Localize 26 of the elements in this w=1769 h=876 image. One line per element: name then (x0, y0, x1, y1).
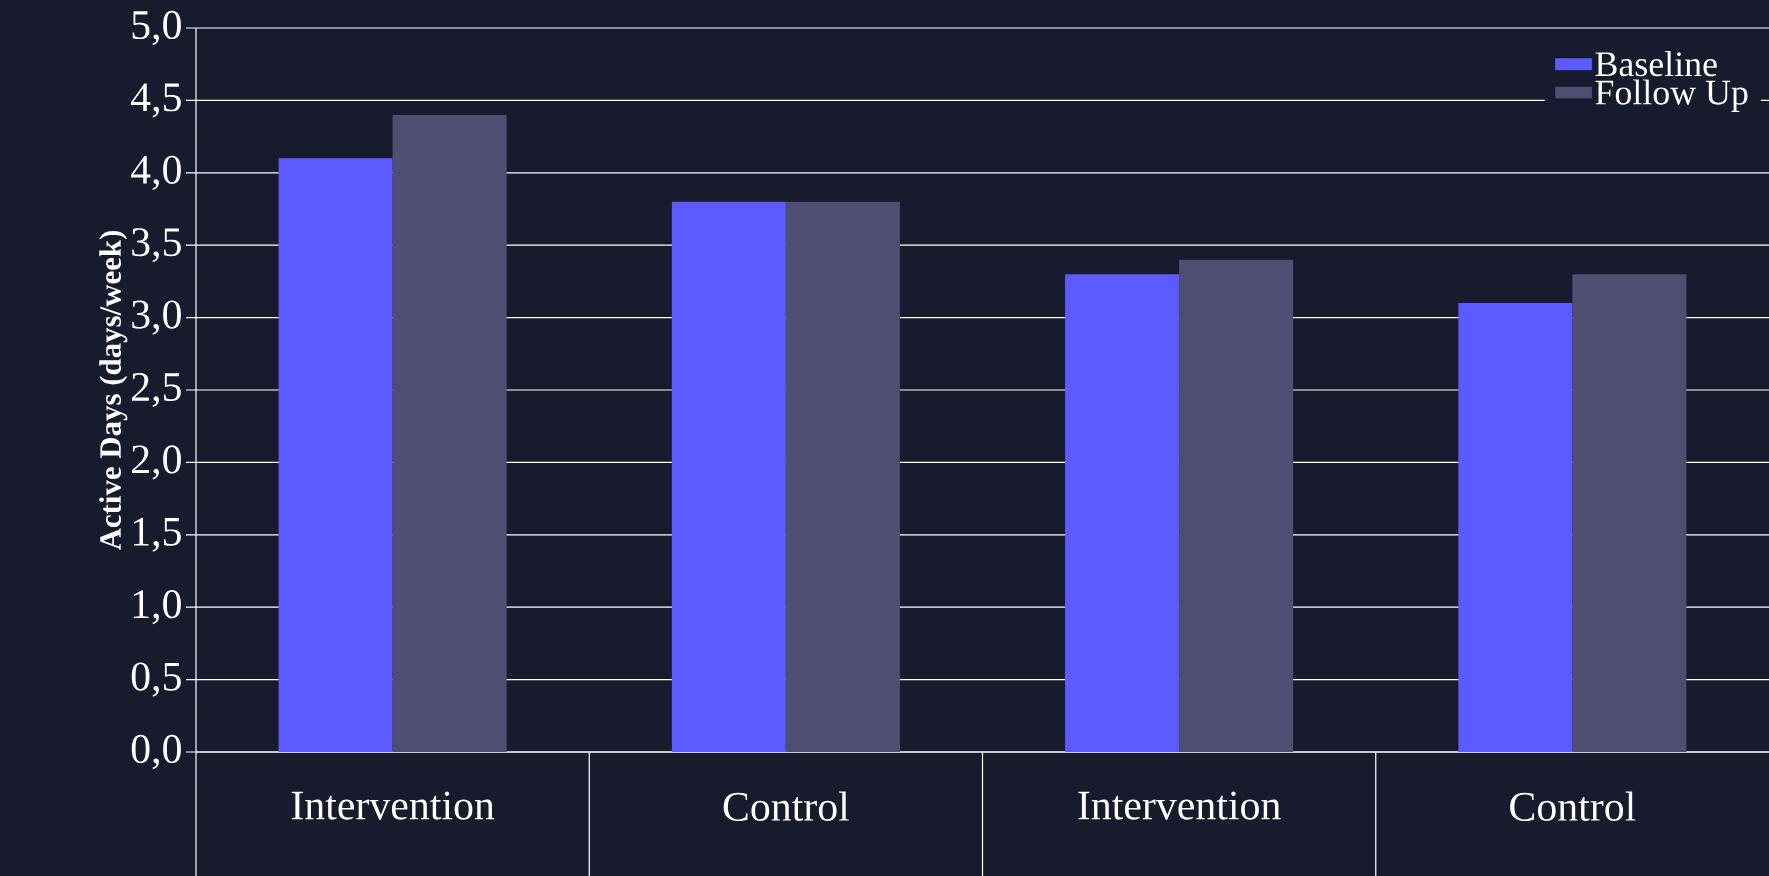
y-axis-title: Active Days (days/week) (99, 231, 128, 551)
x-tick-label: Intervention (1078, 791, 1281, 820)
bar (785, 201, 900, 752)
legend-label: Baseline (1595, 51, 1717, 77)
x-tick-label: Control (1510, 791, 1636, 821)
x-tick-label: Intervention (291, 791, 495, 820)
y-tick-label: 0,0 (131, 734, 181, 770)
y-tick-label: 5,0 (132, 10, 181, 46)
legend-label: Follow Up (1595, 79, 1748, 112)
y-tick-label: 1,0 (133, 590, 181, 625)
y-tick-label: 2,5 (132, 372, 181, 408)
bar (392, 114, 507, 752)
y-tick-label: 4,0 (130, 155, 181, 190)
bar (278, 158, 393, 752)
bar (1458, 303, 1573, 752)
x-tick-label: Control (723, 791, 849, 821)
bar (1065, 274, 1180, 752)
y-tick-label: 3,0 (132, 300, 181, 335)
y-tick-label: 0,5 (131, 662, 181, 697)
bar (1572, 274, 1687, 752)
y-tick-label: 3,5 (132, 228, 181, 263)
y-tick-label: 4,5 (130, 83, 181, 118)
y-tick-label: 2,0 (132, 445, 181, 480)
bar (671, 201, 786, 752)
y-tick-label: 1,5 (133, 517, 181, 552)
bar (1179, 259, 1294, 752)
